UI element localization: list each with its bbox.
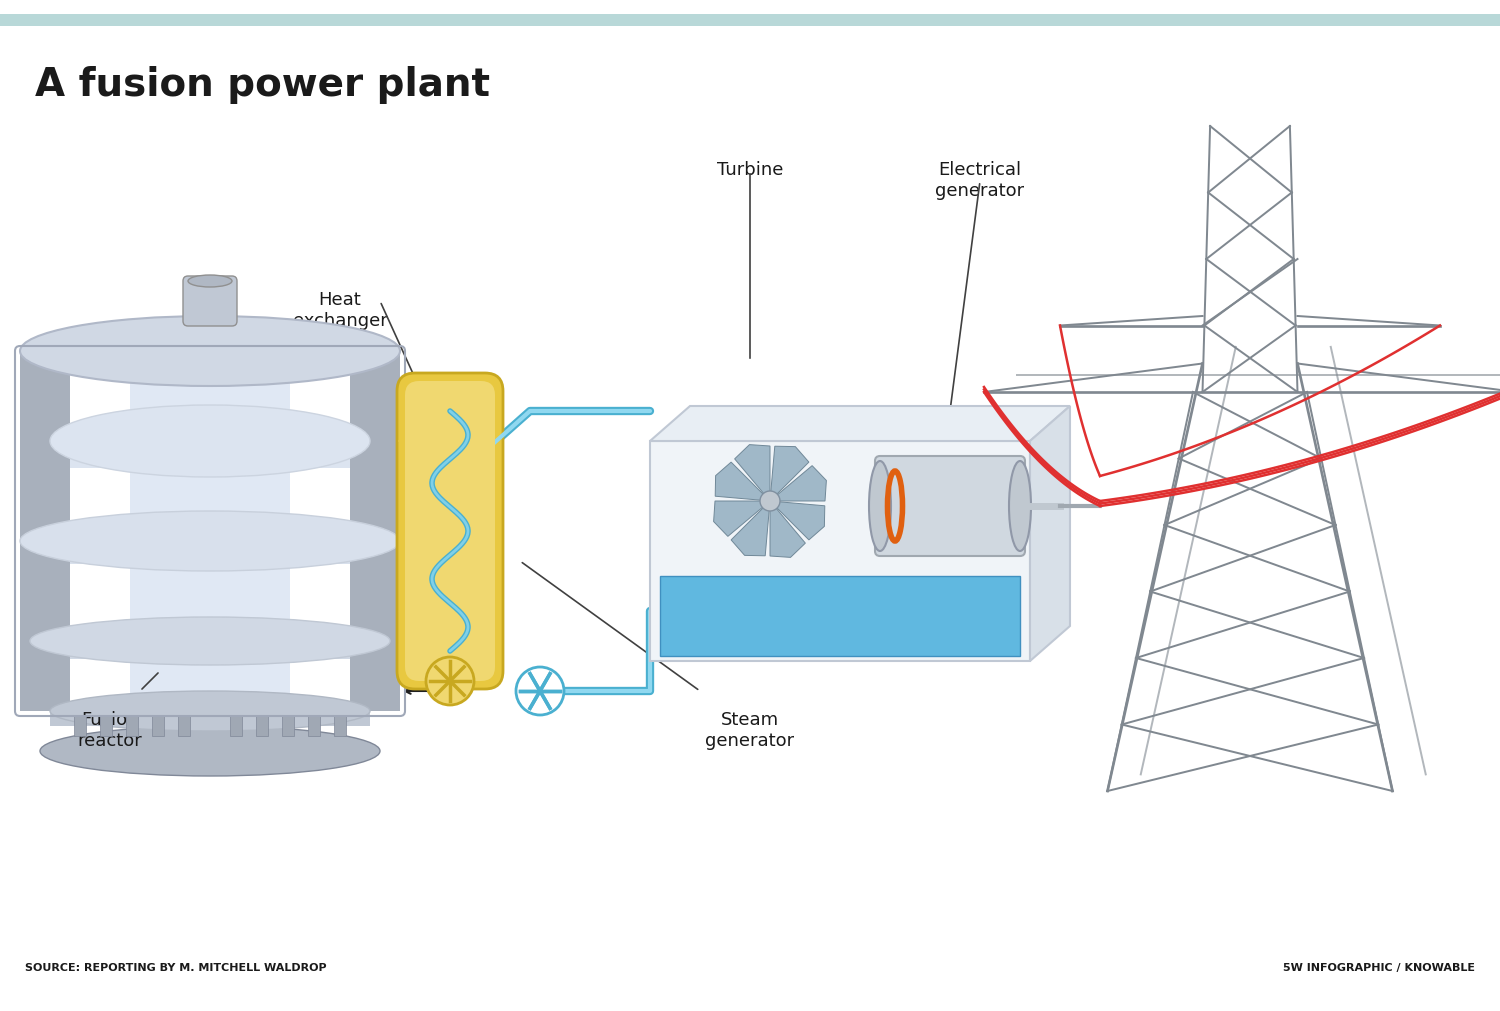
Polygon shape xyxy=(770,501,825,540)
Polygon shape xyxy=(770,466,826,501)
Text: Heat
exchanger: Heat exchanger xyxy=(292,291,387,330)
Ellipse shape xyxy=(50,405,370,477)
Text: SOURCE: REPORTING BY M. MITCHELL WALDROP: SOURCE: REPORTING BY M. MITCHELL WALDROP xyxy=(26,963,327,973)
Polygon shape xyxy=(770,446,808,501)
Circle shape xyxy=(426,657,474,705)
Polygon shape xyxy=(730,501,770,556)
Text: Steam
generator: Steam generator xyxy=(705,711,795,750)
Text: Electrical
generator: Electrical generator xyxy=(936,161,1024,200)
Polygon shape xyxy=(126,716,138,736)
Circle shape xyxy=(760,491,780,511)
Polygon shape xyxy=(152,716,164,736)
Polygon shape xyxy=(256,716,268,736)
FancyBboxPatch shape xyxy=(398,373,502,690)
Polygon shape xyxy=(74,716,86,736)
Circle shape xyxy=(516,667,564,715)
Polygon shape xyxy=(650,406,1070,441)
Polygon shape xyxy=(714,501,770,537)
Polygon shape xyxy=(130,351,290,711)
Text: A fusion power plant: A fusion power plant xyxy=(34,66,490,104)
Text: Fusion
reactor: Fusion reactor xyxy=(78,711,142,750)
Polygon shape xyxy=(770,501,806,557)
Polygon shape xyxy=(334,716,346,736)
Ellipse shape xyxy=(1010,461,1031,551)
Ellipse shape xyxy=(40,726,380,776)
Polygon shape xyxy=(716,462,770,501)
Polygon shape xyxy=(308,716,320,736)
Ellipse shape xyxy=(188,275,232,287)
Polygon shape xyxy=(350,351,400,711)
FancyBboxPatch shape xyxy=(405,381,495,681)
FancyBboxPatch shape xyxy=(183,276,237,326)
FancyBboxPatch shape xyxy=(0,14,1500,26)
Ellipse shape xyxy=(20,511,400,571)
Polygon shape xyxy=(50,706,370,726)
Text: Turbine: Turbine xyxy=(717,161,783,179)
Polygon shape xyxy=(735,445,770,501)
Ellipse shape xyxy=(90,323,330,379)
Polygon shape xyxy=(230,716,242,736)
Ellipse shape xyxy=(868,461,891,551)
Text: 5W INFOGRAPHIC / KNOWABLE: 5W INFOGRAPHIC / KNOWABLE xyxy=(1282,963,1474,973)
Polygon shape xyxy=(30,635,390,659)
Ellipse shape xyxy=(50,691,370,731)
Polygon shape xyxy=(178,716,190,736)
FancyBboxPatch shape xyxy=(660,576,1020,656)
Polygon shape xyxy=(50,432,370,468)
FancyBboxPatch shape xyxy=(874,456,1025,556)
Polygon shape xyxy=(100,716,112,736)
Polygon shape xyxy=(20,351,70,711)
Ellipse shape xyxy=(20,316,400,386)
FancyBboxPatch shape xyxy=(650,441,1030,661)
Polygon shape xyxy=(90,344,330,372)
Polygon shape xyxy=(1030,406,1069,661)
Ellipse shape xyxy=(30,617,390,665)
Polygon shape xyxy=(20,534,400,563)
Polygon shape xyxy=(282,716,294,736)
